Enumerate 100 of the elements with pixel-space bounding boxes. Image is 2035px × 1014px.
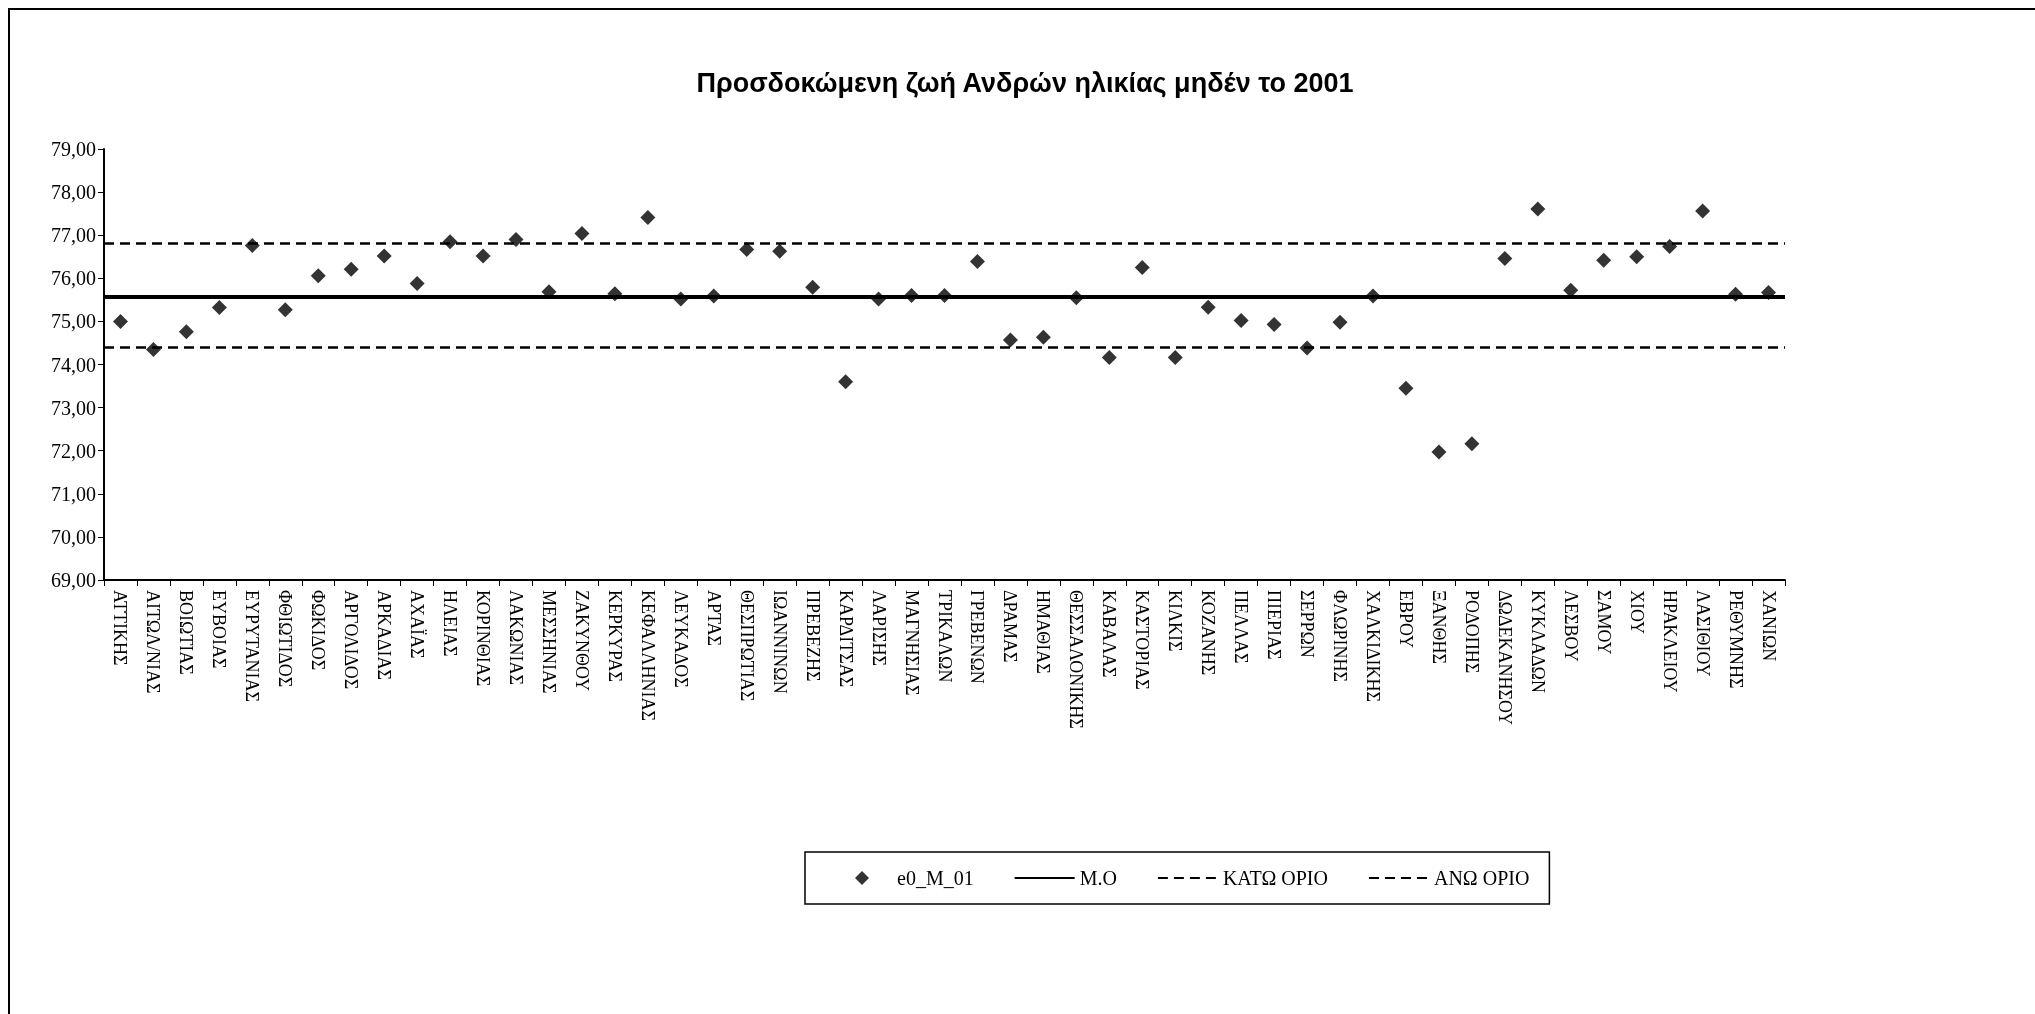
point	[805, 279, 821, 295]
point	[1332, 314, 1348, 330]
x-tick-label: ΧΑΝΙΩΝ	[1758, 590, 1779, 662]
x-tick-label: ΗΡΑΚΛΕΙΟΥ	[1659, 590, 1680, 693]
x-tick-label: ΕΒΡΟΥ	[1395, 590, 1416, 649]
x-tick-label: ΛΕΥΚΑΔΟΣ	[670, 590, 691, 688]
point	[1629, 249, 1645, 265]
point	[1233, 313, 1249, 329]
x-tick-label: ΓΡΕΒΕΝΩΝ	[967, 590, 988, 684]
x-tick-label: ΧΑΛΚΙΔΙΚΗΣ	[1362, 590, 1383, 703]
y-tick-label: 69,00	[51, 569, 96, 591]
point	[508, 232, 524, 248]
point	[1431, 444, 1447, 460]
point	[178, 324, 194, 340]
x-tick-label: ΖΑΚΥΝΘΟΥ	[571, 590, 592, 692]
x-tick-label: ΗΛΕΙΑΣ	[440, 590, 461, 657]
legend-label: e0_M_01	[897, 867, 974, 889]
x-tick-label: ΡΟΔΟΠΗΣ	[1461, 590, 1482, 674]
point	[1464, 436, 1480, 452]
point	[969, 253, 985, 269]
point	[1035, 329, 1051, 345]
x-tick-label: ΔΩΔΕΚΑΝΗΣΟΥ	[1494, 590, 1515, 726]
y-tick-label: 72,00	[51, 439, 96, 462]
x-tick-label: ΣΑΜΟΥ	[1593, 590, 1614, 655]
point	[1134, 260, 1150, 276]
x-tick-label: ΠΙΕΡΙΑΣ	[1264, 590, 1285, 660]
y-tick-label: 71,00	[51, 482, 96, 505]
x-tick-label: ΑΡΚΑΔΙΑΣ	[374, 590, 395, 681]
point	[1167, 350, 1183, 366]
point	[409, 275, 425, 291]
y-tick-label: 70,00	[51, 525, 96, 548]
x-tick-label: ΚΥΚΛΑΔΩΝ	[1527, 590, 1548, 693]
x-tick-label: ΚΑΣΤΟΡΙΑΣ	[1132, 590, 1153, 690]
x-tick-label: ΚΑΒΑΛΑΣ	[1099, 590, 1120, 678]
chart-title: Προσδοκώμενη ζωή Ανδρών ηλικίας μηδέν το 2001	[696, 67, 1354, 98]
x-tick-label: ΠΕΛΛΑΣ	[1231, 590, 1252, 664]
point	[640, 210, 656, 226]
y-tick-label: 77,00	[51, 224, 96, 247]
x-tick-label: ΠΡΕΒΕΖΗΣ	[802, 590, 823, 682]
point	[1662, 238, 1678, 254]
y-tick-label: 75,00	[51, 310, 96, 333]
point	[376, 248, 392, 264]
x-tick-label: ΤΡΙΚΑΛΩΝ	[934, 590, 955, 683]
point	[1497, 250, 1513, 266]
point	[1596, 252, 1612, 268]
x-tick-label: ΙΩΑΝΝΙΝΩΝ	[769, 590, 790, 694]
x-tick-label: ΜΑΓΝΗΣΙΑΣ	[901, 590, 922, 696]
point	[1530, 201, 1546, 217]
x-tick-label: ΛΑΣΙΘΙΟΥ	[1692, 590, 1713, 677]
legend-label: Μ.Ο	[1079, 867, 1117, 889]
point	[1200, 299, 1216, 315]
x-tick-label: ΦΛΩΡΙΝΗΣ	[1330, 590, 1351, 683]
x-tick-label: ΣΕΡΡΩΝ	[1297, 590, 1318, 658]
x-tick-label: ΑΡΓΟΛΙΔΟΣ	[341, 590, 362, 690]
point	[112, 313, 128, 329]
point	[310, 268, 326, 284]
point	[277, 302, 293, 318]
x-tick-label: ΞΑΝΘΗΣ	[1428, 590, 1449, 665]
point	[574, 225, 590, 241]
x-tick-label: ΑΙΤΩΛ/ΝΙΑΣ	[143, 590, 164, 694]
legend-label: ΚΑΤΩ ΟΡΙΟ	[1222, 867, 1328, 889]
y-tick-label: 74,00	[51, 353, 96, 376]
point	[1398, 380, 1414, 396]
point	[838, 374, 854, 390]
x-tick-label: ΒΟΙΩΤΙΑΣ	[176, 590, 197, 675]
x-tick-label: ΗΜΑΘΙΑΣ	[1033, 590, 1054, 674]
x-tick-label: ΜΕΣΣΗΝΙΑΣ	[538, 590, 559, 694]
y-tick-label: 78,00	[51, 181, 96, 204]
point	[343, 261, 359, 277]
x-tick-label: ΑΡΤΑΣ	[703, 590, 724, 647]
x-tick-label: ΧΙΟΥ	[1626, 590, 1647, 635]
x-tick-label: ΛΑΡΙΣΗΣ	[868, 590, 889, 667]
y-tick-label: 73,00	[51, 396, 96, 419]
y-tick-label: 79,00	[51, 138, 96, 160]
x-tick-label: ΚΕΦΑΛΛΗΝΙΑΣ	[637, 590, 658, 721]
x-tick-label: ΑΤΤΙΚΗΣ	[110, 590, 131, 666]
y-tick-label: 76,00	[51, 267, 96, 290]
x-tick-label: ΡΕΘΥΜΝΗΣ	[1725, 590, 1746, 689]
x-tick-label: ΚΑΡΔΙΤΣΑΣ	[835, 590, 856, 688]
x-tick-label: ΦΘΙΩΤΙΔΟΣ	[275, 590, 296, 688]
point	[772, 243, 788, 259]
point	[211, 300, 227, 316]
point	[1101, 350, 1117, 366]
x-tick-label: ΘΕΣΠΡΩΤΙΑΣ	[736, 590, 757, 702]
point	[1266, 316, 1282, 332]
x-tick-label: ΦΩΚΙΔΟΣ	[308, 590, 329, 671]
x-tick-label: ΘΕΣΣΑΛΟΝΙΚΗΣ	[1066, 590, 1087, 729]
x-tick-label: ΚΙΛΚΙΣ	[1165, 590, 1186, 652]
point	[1695, 203, 1711, 219]
x-tick-label: ΑΧΑΪΑΣ	[407, 590, 428, 659]
x-tick-label: ΔΡΑΜΑΣ	[1000, 590, 1021, 663]
x-tick-label: ΕΥΡΥΤΑΝΙΑΣ	[242, 590, 263, 703]
x-tick-label: ΚΟΖΑΝΗΣ	[1198, 590, 1219, 676]
x-tick-label: ΛΑΚΩΝΙΑΣ	[506, 590, 527, 685]
x-tick-label: ΛΕΣΒΟΥ	[1560, 590, 1581, 662]
point	[475, 248, 491, 264]
legend-label: ΑΝΩ ΟΡΙΟ	[1433, 867, 1530, 889]
x-tick-label: ΚΟΡΙΝΘΙΑΣ	[473, 590, 494, 687]
point	[1002, 332, 1018, 348]
x-tick-label: ΕΥΒΟΙΑΣ	[209, 590, 230, 669]
